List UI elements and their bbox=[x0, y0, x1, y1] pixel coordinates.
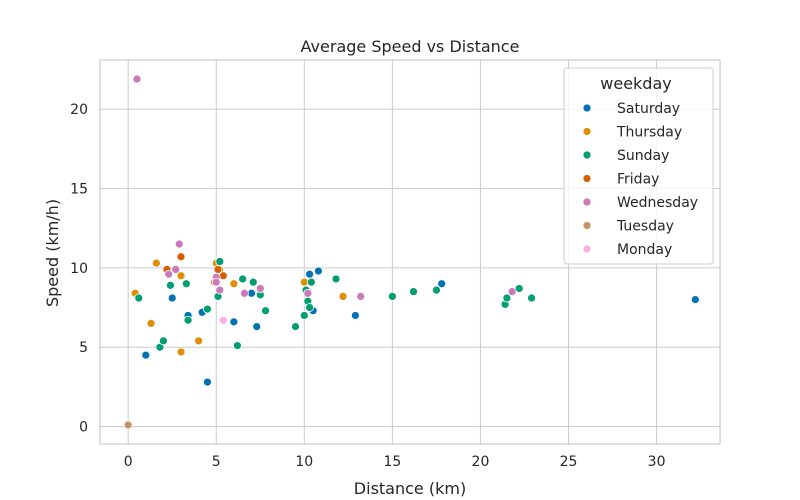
data-point-saturday bbox=[305, 269, 314, 279]
data-point-sunday bbox=[181, 279, 191, 289]
data-point-wednesday bbox=[240, 288, 249, 298]
tick-labels: 0 5 10 15 20 25 30 0 5 10 15 20 bbox=[70, 102, 665, 470]
data-point-wednesday bbox=[164, 269, 174, 279]
legend-items: Saturday Thursday Sunday Friday Wednesday Tue… bbox=[582, 101, 698, 258]
legend-item-sunday: Sunday bbox=[582, 148, 669, 164]
y-tick-label: 20 bbox=[70, 102, 88, 118]
x-tick-label: 0 bbox=[124, 454, 133, 470]
x-tick-label: 20 bbox=[472, 454, 490, 470]
data-point-sunday bbox=[305, 303, 314, 312]
data-point-saturday bbox=[203, 377, 212, 387]
x-tick-label: 25 bbox=[560, 454, 578, 470]
data-point-wednesday bbox=[211, 277, 221, 287]
legend-marker bbox=[582, 221, 592, 230]
data-point-saturday bbox=[351, 311, 360, 320]
legend-item-monday: Monday bbox=[582, 242, 672, 258]
data-point-thursday bbox=[151, 258, 161, 268]
data-point-sunday bbox=[299, 311, 309, 320]
data-point-sunday bbox=[261, 306, 270, 316]
data-point-thursday bbox=[176, 347, 186, 357]
legend-label: Tuesday bbox=[616, 219, 674, 235]
x-tick-label: 10 bbox=[295, 454, 313, 470]
x-tick-label: 15 bbox=[383, 454, 401, 470]
data-point-thursday bbox=[229, 279, 239, 289]
legend-label: Sunday bbox=[617, 148, 669, 164]
data-point-sunday bbox=[502, 293, 512, 303]
data-point-sunday bbox=[134, 293, 144, 303]
y-tick-label: 10 bbox=[70, 261, 88, 277]
data-point-saturday bbox=[314, 266, 323, 276]
data-point-sunday bbox=[238, 274, 248, 284]
legend-item-saturday: Saturday bbox=[582, 101, 680, 117]
data-point-thursday bbox=[176, 271, 186, 281]
data-point-friday bbox=[218, 271, 228, 281]
data-point-saturday bbox=[229, 317, 239, 327]
chart-title: Average Speed vs Distance bbox=[301, 37, 520, 56]
data-point-sunday bbox=[527, 293, 536, 303]
data-point-wednesday bbox=[174, 239, 184, 249]
legend-marker bbox=[582, 174, 592, 183]
data-point-sunday bbox=[215, 257, 225, 266]
data-points bbox=[123, 74, 700, 430]
data-point-wednesday bbox=[132, 74, 142, 84]
legend-marker bbox=[582, 150, 592, 160]
x-tick-label: 5 bbox=[212, 454, 221, 470]
legend-label: Thursday bbox=[616, 125, 682, 141]
legend-box bbox=[563, 67, 714, 265]
x-tick-label: 30 bbox=[648, 454, 666, 470]
legend-title: weekday bbox=[600, 74, 671, 93]
x-axis-label: Distance (km) bbox=[354, 479, 466, 498]
legend-label: Saturday bbox=[617, 101, 680, 117]
data-point-wednesday bbox=[356, 292, 366, 301]
legend-label: Wednesday bbox=[617, 195, 698, 211]
data-point-thursday bbox=[338, 292, 348, 301]
data-point-wednesday bbox=[507, 287, 517, 297]
data-point-sunday bbox=[203, 304, 212, 314]
data-point-sunday bbox=[432, 285, 441, 295]
y-tick-label: 15 bbox=[70, 182, 88, 198]
data-point-saturday bbox=[690, 295, 700, 304]
legend-label: Friday bbox=[617, 172, 659, 188]
data-point-saturday bbox=[252, 322, 262, 331]
y-tick-label: 5 bbox=[79, 340, 88, 356]
data-point-tuesday bbox=[123, 420, 133, 430]
legend-marker bbox=[582, 197, 592, 207]
data-point-wednesday bbox=[303, 288, 313, 298]
data-point-sunday bbox=[233, 341, 242, 350]
data-point-sunday bbox=[166, 280, 175, 290]
data-point-monday bbox=[218, 315, 228, 325]
data-point-saturday bbox=[167, 293, 177, 303]
data-point-sunday bbox=[388, 292, 397, 301]
legend-item-friday: Friday bbox=[582, 172, 659, 188]
data-point-wednesday bbox=[215, 285, 225, 295]
legend-item-wednesday: Wednesday bbox=[582, 195, 698, 211]
legend-item-thursday: Thursday bbox=[582, 125, 682, 141]
legend-marker bbox=[582, 244, 592, 254]
legend-marker bbox=[582, 127, 592, 136]
plot-frame bbox=[99, 59, 721, 445]
legend-label: Monday bbox=[617, 242, 672, 258]
data-point-friday bbox=[176, 252, 186, 262]
legend-item-tuesday: Tuesday bbox=[582, 219, 674, 235]
legend-marker bbox=[582, 103, 592, 113]
data-point-sunday bbox=[514, 284, 524, 293]
data-point-sunday bbox=[248, 277, 258, 287]
data-point-saturday bbox=[437, 279, 447, 289]
y-tick-label: 0 bbox=[79, 420, 88, 436]
legend: weekday Saturday Thursday Sunday Friday Wedn… bbox=[563, 67, 714, 265]
data-point-wednesday bbox=[255, 284, 265, 293]
data-point-sunday bbox=[291, 322, 300, 331]
y-axis-label: Speed (km/h) bbox=[43, 199, 62, 307]
data-point-wednesday bbox=[171, 265, 181, 274]
data-point-sunday bbox=[409, 287, 418, 297]
data-point-sunday bbox=[306, 277, 316, 287]
data-point-sunday bbox=[331, 274, 341, 284]
data-point-thursday bbox=[146, 319, 156, 328]
data-point-sunday bbox=[159, 336, 168, 346]
data-point-saturday bbox=[141, 350, 151, 360]
data-point-thursday bbox=[194, 336, 204, 346]
data-point-sunday bbox=[183, 315, 193, 325]
